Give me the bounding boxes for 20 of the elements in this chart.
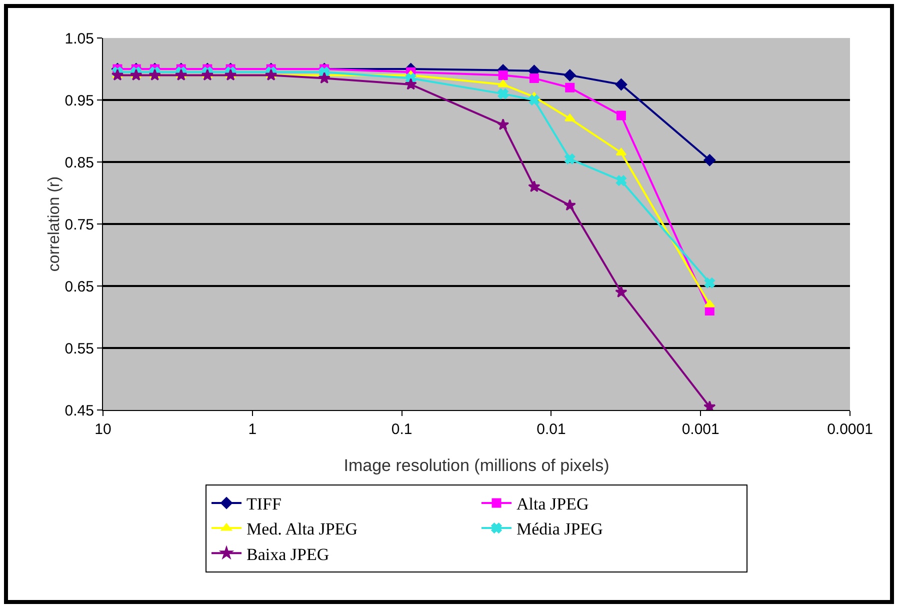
y-tick-label: 0.55 (64, 340, 94, 358)
legend-label: Med. Alta JPEG (246, 520, 358, 539)
y-tick-label: 0.65 (64, 278, 94, 296)
x-tick-label: 0.1 (391, 421, 412, 438)
legend-label: Baixa JPEG (246, 544, 330, 564)
y-tick-label: 0.75 (64, 216, 94, 234)
x-axis-title: Image resolution (millions of pixels) (344, 456, 610, 475)
y-axis-title: correlation (r) (46, 176, 63, 272)
legend-label: Média JPEG (516, 520, 603, 539)
y-tick-label: 0.95 (64, 92, 94, 110)
x-tick-label: 1 (248, 421, 257, 438)
legend-label: TIFF (246, 494, 282, 514)
y-tick-label: 0.45 (64, 402, 94, 420)
x-tick-label: 0.0001 (827, 421, 873, 438)
x-tick-label: 10 (94, 421, 112, 438)
y-tick-label: 1.05 (64, 30, 94, 48)
legend-label: Alta JPEG (516, 494, 589, 514)
y-tick-label: 0.85 (64, 154, 94, 172)
x-tick-label: 0.01 (536, 421, 566, 438)
x-tick-label: 0.001 (682, 421, 720, 438)
